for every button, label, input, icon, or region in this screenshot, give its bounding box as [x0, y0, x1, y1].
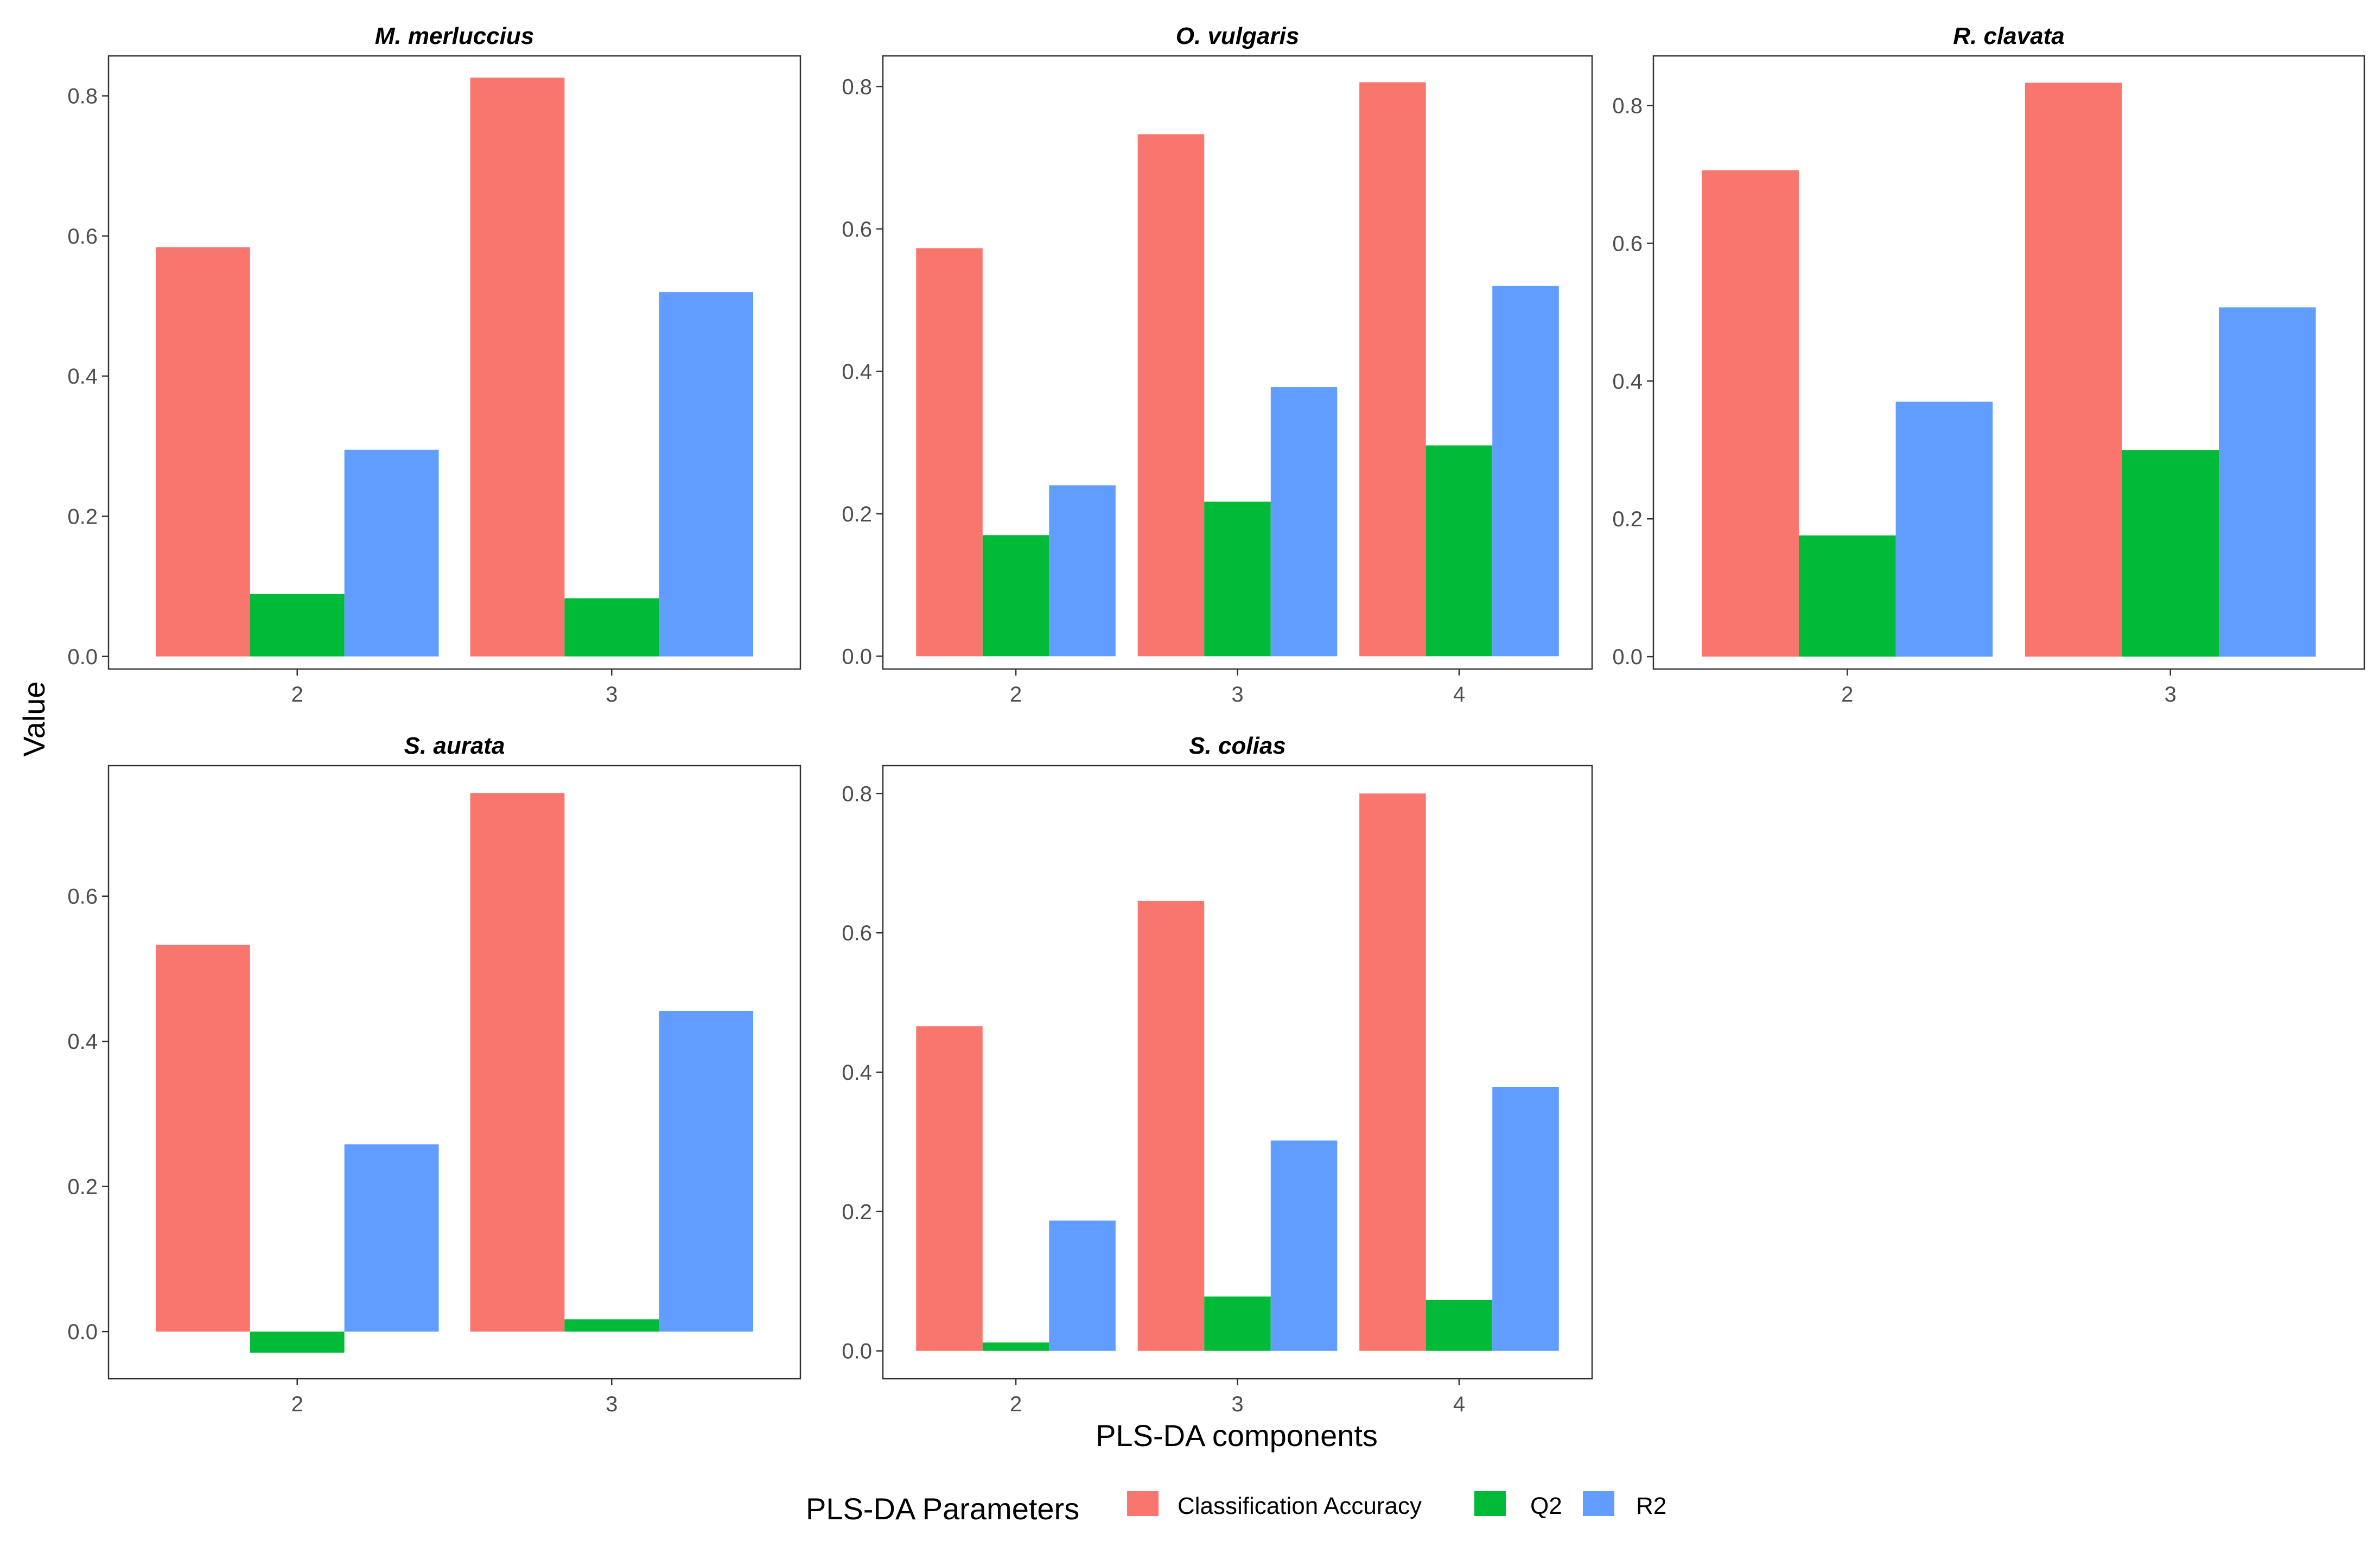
y-axis-title: Value: [17, 681, 51, 756]
y-tick-label: 0.4: [842, 1061, 872, 1085]
y-tick-label: 0.2: [67, 1175, 98, 1199]
legend-label-q2: Q2: [1530, 1493, 1562, 1519]
bar-q2-3: [1204, 501, 1271, 657]
bar-r2-2: [1049, 1220, 1116, 1351]
panel-border: [107, 765, 801, 1380]
bar-r2-3: [659, 292, 754, 657]
panel-border: [882, 55, 1593, 670]
panel-r-clavata: R. clavata 0.0 0.2 0.4 0.6 0.8 2 3: [1612, 23, 2365, 706]
x-axis-title: PLS-DA components: [1096, 1418, 1378, 1453]
bar-classification-accuracy-2: [916, 248, 983, 657]
bar-r2-2: [1049, 485, 1116, 657]
panel-title: R. clavata: [1953, 23, 2064, 49]
bar-classification-accuracy-4: [1359, 793, 1426, 1351]
y-tick-label: 0.0: [67, 1320, 98, 1344]
bar-classification-accuracy-4: [1359, 82, 1426, 657]
bar-q2-4: [1426, 1300, 1493, 1351]
x-tick-label: 3: [2165, 683, 2177, 706]
panel-border: [107, 55, 801, 670]
bar-r2-2: [344, 1144, 439, 1332]
bar-q2-3: [2122, 450, 2219, 657]
panel-title: S. aurata: [404, 733, 505, 759]
panel-title: S. colias: [1189, 733, 1286, 759]
y-tick-label: 0.6: [67, 885, 98, 909]
bar-r2-3: [2219, 307, 2316, 657]
panel-border: [882, 765, 1593, 1380]
bar-q2-2: [250, 1332, 345, 1353]
bar-classification-accuracy-3: [1137, 901, 1205, 1351]
bar-r2-2: [344, 449, 439, 657]
y-tick-label: 0.6: [1612, 232, 1643, 256]
x-tick-label: 2: [1841, 683, 1853, 706]
bar-classification-accuracy-3: [2025, 82, 2122, 657]
y-tick-label: 0.4: [67, 1030, 98, 1054]
y-tick-label: 0.8: [67, 85, 98, 109]
x-tick-label: 2: [1010, 683, 1022, 706]
y-tick-label: 0.2: [842, 502, 872, 526]
x-tick-label: 4: [1453, 1392, 1465, 1416]
y-tick-label: 0.8: [842, 782, 872, 806]
y-tick-label: 0.2: [1612, 507, 1643, 531]
bar-r2-4: [1492, 285, 1559, 657]
y-tick-label: 0.6: [842, 921, 872, 945]
y-tick-label: 0.4: [1612, 370, 1643, 393]
legend-key-classification-accuracy: [1127, 1491, 1159, 1516]
x-tick-label: 2: [291, 683, 303, 706]
bar-classification-accuracy-3: [470, 793, 565, 1332]
y-tick-label: 0.0: [67, 645, 98, 669]
legend-label-r2: R2: [1636, 1493, 1666, 1519]
panel-s-colias: S. colias 0.0 0.2 0.4 0.6 0.8 2 3 4: [842, 733, 1593, 1416]
bar-q2-2: [1798, 535, 1896, 657]
y-tick-label: 0.2: [67, 505, 98, 528]
x-tick-label: 3: [1231, 683, 1243, 706]
x-tick-label: 2: [291, 1392, 303, 1416]
panel-o-vulgaris: O. vulgaris 0.0 0.2 0.4 0.6 0.8 2 3 4: [842, 23, 1593, 706]
panel-s-aurata: S. aurata 0.0 0.2 0.4 0.6 2 3: [67, 733, 801, 1416]
bar-q2-2: [982, 1342, 1049, 1351]
bar-classification-accuracy-2: [916, 1026, 983, 1351]
panel-border: [1652, 55, 2365, 670]
panel-title: O. vulgaris: [1176, 23, 1299, 49]
legend-key-r2: [1583, 1491, 1614, 1516]
panel-title: M. merluccius: [375, 23, 534, 49]
x-tick-label: 4: [1453, 683, 1465, 706]
bar-classification-accuracy-3: [1137, 134, 1205, 657]
y-tick-label: 0.2: [842, 1200, 872, 1224]
bar-classification-accuracy-3: [470, 78, 565, 657]
bar-r2-3: [659, 1011, 754, 1332]
bar-classification-accuracy-2: [1702, 170, 1799, 657]
legend: PLS-DA Parameters Classification Accurac…: [806, 1491, 1666, 1526]
bar-q2-3: [1204, 1296, 1271, 1351]
x-tick-label: 3: [606, 683, 618, 706]
legend-label-classification-accuracy: Classification Accuracy: [1178, 1493, 1422, 1519]
y-tick-label: 0.0: [1612, 645, 1643, 669]
bar-q2-3: [564, 1319, 659, 1332]
y-tick-label: 0.4: [67, 365, 98, 389]
y-tick-label: 0.6: [842, 218, 872, 241]
bar-q2-3: [564, 598, 659, 657]
bar-r2-2: [1895, 402, 1993, 657]
bar-r2-4: [1492, 1086, 1559, 1351]
y-tick-label: 0.0: [842, 1340, 872, 1364]
bar-classification-accuracy-2: [155, 247, 250, 657]
legend-key-q2: [1474, 1491, 1506, 1516]
bar-q2-2: [250, 594, 345, 657]
bar-q2-2: [982, 535, 1049, 657]
bar-r2-3: [1270, 387, 1338, 657]
y-tick-label: 0.4: [842, 360, 872, 384]
x-tick-label: 2: [1010, 1392, 1022, 1416]
y-tick-label: 0.8: [1612, 94, 1643, 118]
panel-m-merluccius: M. merluccius 0.0 0.2 0.4 0.6 0.8 2 3: [67, 23, 801, 706]
bar-q2-4: [1426, 445, 1493, 657]
x-tick-label: 3: [606, 1392, 618, 1416]
bar-classification-accuracy-2: [155, 945, 250, 1332]
y-tick-label: 0.0: [842, 645, 872, 668]
legend-title: PLS-DA Parameters: [806, 1492, 1079, 1526]
x-tick-label: 3: [1231, 1392, 1243, 1416]
y-tick-label: 0.8: [842, 75, 872, 99]
bar-r2-3: [1270, 1140, 1338, 1351]
y-tick-label: 0.6: [67, 225, 98, 249]
